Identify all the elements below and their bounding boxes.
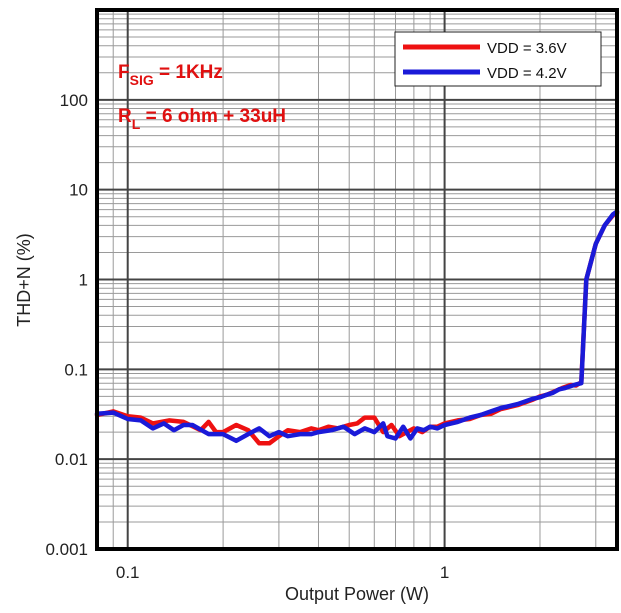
annotation-rl-subscript: L	[132, 116, 141, 132]
annotation-rl: RL = 6 ohm + 33uH	[118, 106, 286, 132]
y-tick-label: 0.1	[64, 360, 88, 379]
x-tick-label: 1	[440, 563, 449, 582]
annotation-rl-value: = 6 ohm + 33uH	[140, 106, 286, 127]
svg-text:RL = 6 ohm + 33uH: RL = 6 ohm + 33uH	[118, 106, 286, 132]
y-tick-label: 100	[60, 91, 88, 110]
annotation-fsig-value: = 1KHz	[154, 62, 223, 83]
y-tick-label: 10	[69, 181, 88, 200]
svg-text:FSIG = 1KHz: FSIG = 1KHz	[118, 62, 223, 88]
plot-frame	[95, 8, 619, 551]
legend-label-series-1: VDD = 3.6V	[487, 40, 567, 57]
y-tick-label: 0.01	[55, 450, 88, 469]
annotation-fsig-symbol: F	[118, 62, 130, 83]
legend: VDD = 3.6V VDD = 4.2V	[394, 31, 602, 87]
x-axis-label: Output Power (W)	[285, 584, 429, 604]
series-line-2	[94, 209, 620, 444]
series-layer	[94, 209, 620, 446]
legend-label-series-2: VDD = 4.2V	[487, 65, 567, 82]
tick-layer: 0.1 1 0.001 0.01 0.1 1 10 100	[45, 91, 449, 582]
annotation-rl-symbol: R	[118, 106, 132, 127]
y-tick-label: 1	[79, 271, 88, 290]
y-axis-label: THD+N (%)	[14, 233, 34, 327]
legend-box	[394, 31, 602, 87]
annotation-fsig-subscript: SIG	[130, 72, 154, 88]
x-tick-label: 0.1	[116, 563, 140, 582]
y-tick-label: 0.001	[45, 540, 88, 559]
annotation-fsig: FSIG = 1KHz	[118, 62, 223, 88]
